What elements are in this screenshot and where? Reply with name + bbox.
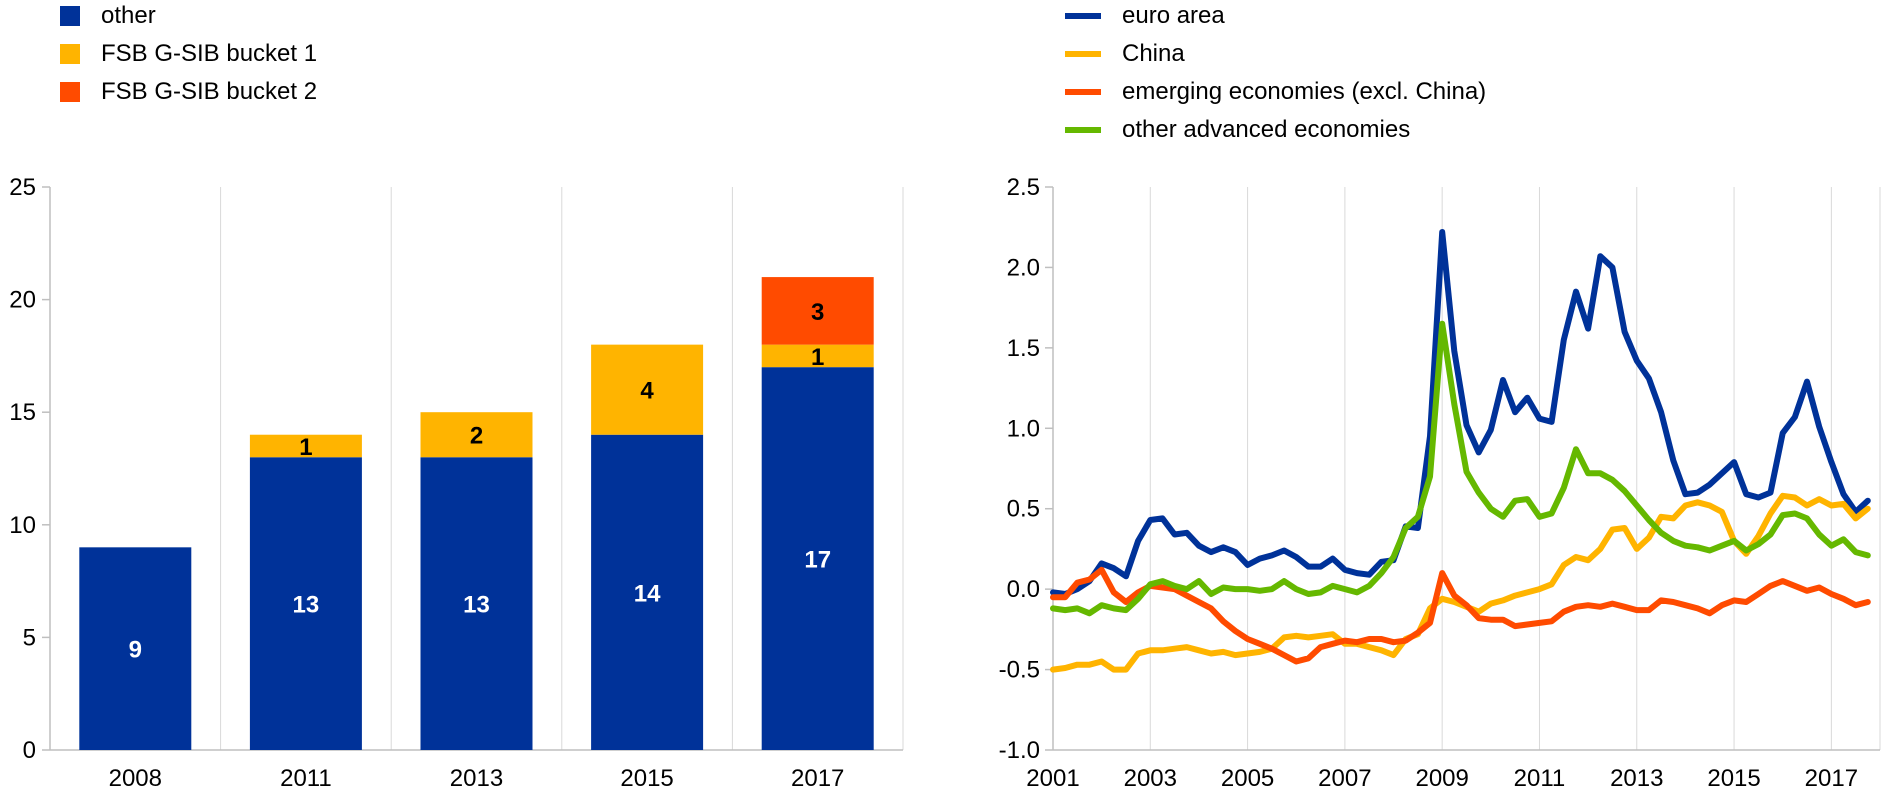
series-line-other-advanced-economies [1050,320,1871,617]
legend-label: FSB G-SIB bucket 1 [101,40,318,67]
y-tick-label: 1.5 [1007,335,1040,362]
x-tick-label: 2017 [791,765,844,792]
x-tick-label: 2013 [1610,765,1663,792]
bar-fsb-g-sib-bucket-1-2011 [249,434,362,458]
y-tick-label: 25 [9,174,36,201]
legend-item-other-advanced-economies: other advanced economies [1065,111,1486,149]
legend-item-fsb-g-sib-bucket-1: FSB G-SIB bucket 1 [60,35,317,73]
x-tick-label: 2008 [109,765,162,792]
x-tick-label: 2001 [1026,765,1079,792]
x-tick-label: 2005 [1221,765,1274,792]
x-tick-label: 2003 [1124,765,1177,792]
series-line-euro-area [1050,229,1871,597]
bar-data-label: 1 [811,344,824,371]
y-tick-label: 5 [23,624,36,651]
legend-swatch [60,82,80,102]
y-tick-label: 20 [9,287,36,314]
y-tick-label: -1.0 [999,737,1040,764]
legend-label: China [1122,40,1185,67]
bar-fsb-g-sib-bucket-1-2015 [591,344,704,435]
x-tick-label: 2015 [620,765,673,792]
bar-data-label: 14 [634,580,661,607]
bar-data-label: 9 [129,637,142,664]
bar-other-2017 [761,367,874,750]
legend-label: other [101,2,156,29]
bar-data-label: 13 [463,592,490,619]
legend-swatch [1065,89,1101,95]
legend-item-china: China [1065,35,1486,73]
legend-label: euro area [1122,2,1225,29]
legend-label: emerging economies (excl. China) [1122,78,1487,105]
series-line-china [1050,492,1871,673]
legend-swatch [1065,127,1101,133]
bar-data-label: 13 [293,592,320,619]
legend-swatch [1065,51,1101,57]
legend-item-other: other [60,0,317,35]
y-tick-label: 10 [9,512,36,539]
legend-swatch [60,44,80,64]
bar-other-2015 [591,434,704,750]
legend-label: other advanced economies [1122,116,1411,143]
bar-chart: 0510152025920081312011132201314420151713… [9,174,904,792]
y-tick-label: -0.5 [999,657,1040,684]
y-tick-label: 0.0 [1007,576,1040,603]
x-tick-label: 2017 [1805,765,1858,792]
x-tick-label: 2011 [1514,765,1566,792]
bar-other-2013 [420,457,533,750]
legend-item-fsb-g-sib-bucket-2: FSB G-SIB bucket 2 [60,73,317,111]
x-tick-label: 2007 [1318,765,1371,792]
line-chart-legend: euro area China emerging economies (excl. … [1065,0,1486,149]
bar-fsb-g-sib-bucket-2-2017 [761,277,874,345]
y-tick-label: 2.0 [1007,254,1040,281]
y-tick-label: 0.5 [1007,496,1040,523]
legend-item-emerging-economies-excl-china: emerging economies (excl. China) [1065,73,1486,111]
x-tick-label: 2011 [280,765,332,792]
bar-chart-legend: other FSB G-SIB bucket 1 FSB G-SIB bucket … [60,0,317,111]
legend-item-euro-area: euro area [1065,0,1486,35]
legend-swatch [1065,13,1101,19]
bar-data-label: 17 [804,547,831,574]
x-tick-label: 2009 [1415,765,1468,792]
bar-data-label: 1 [299,434,312,461]
bar-fsb-g-sib-bucket-1-2017 [761,344,874,368]
bar-other-2008 [79,547,192,750]
bar-data-label: 2 [470,423,483,450]
y-tick-label: 15 [9,399,36,426]
legend-label: FSB G-SIB bucket 2 [101,78,318,105]
bar-other-2011 [249,457,362,750]
bar-data-label: 3 [811,299,824,326]
y-tick-label: 0 [23,737,36,764]
series-line-emerging-economies-excl-china [1050,566,1871,665]
x-tick-label: 2013 [450,765,503,792]
x-tick-label: 2015 [1707,765,1760,792]
y-tick-label: 2.5 [1007,174,1040,201]
bar-fsb-g-sib-bucket-1-2013 [420,412,533,458]
y-tick-label: 1.0 [1007,415,1040,442]
legend-swatch [60,6,80,26]
bar-data-label: 4 [640,378,654,405]
